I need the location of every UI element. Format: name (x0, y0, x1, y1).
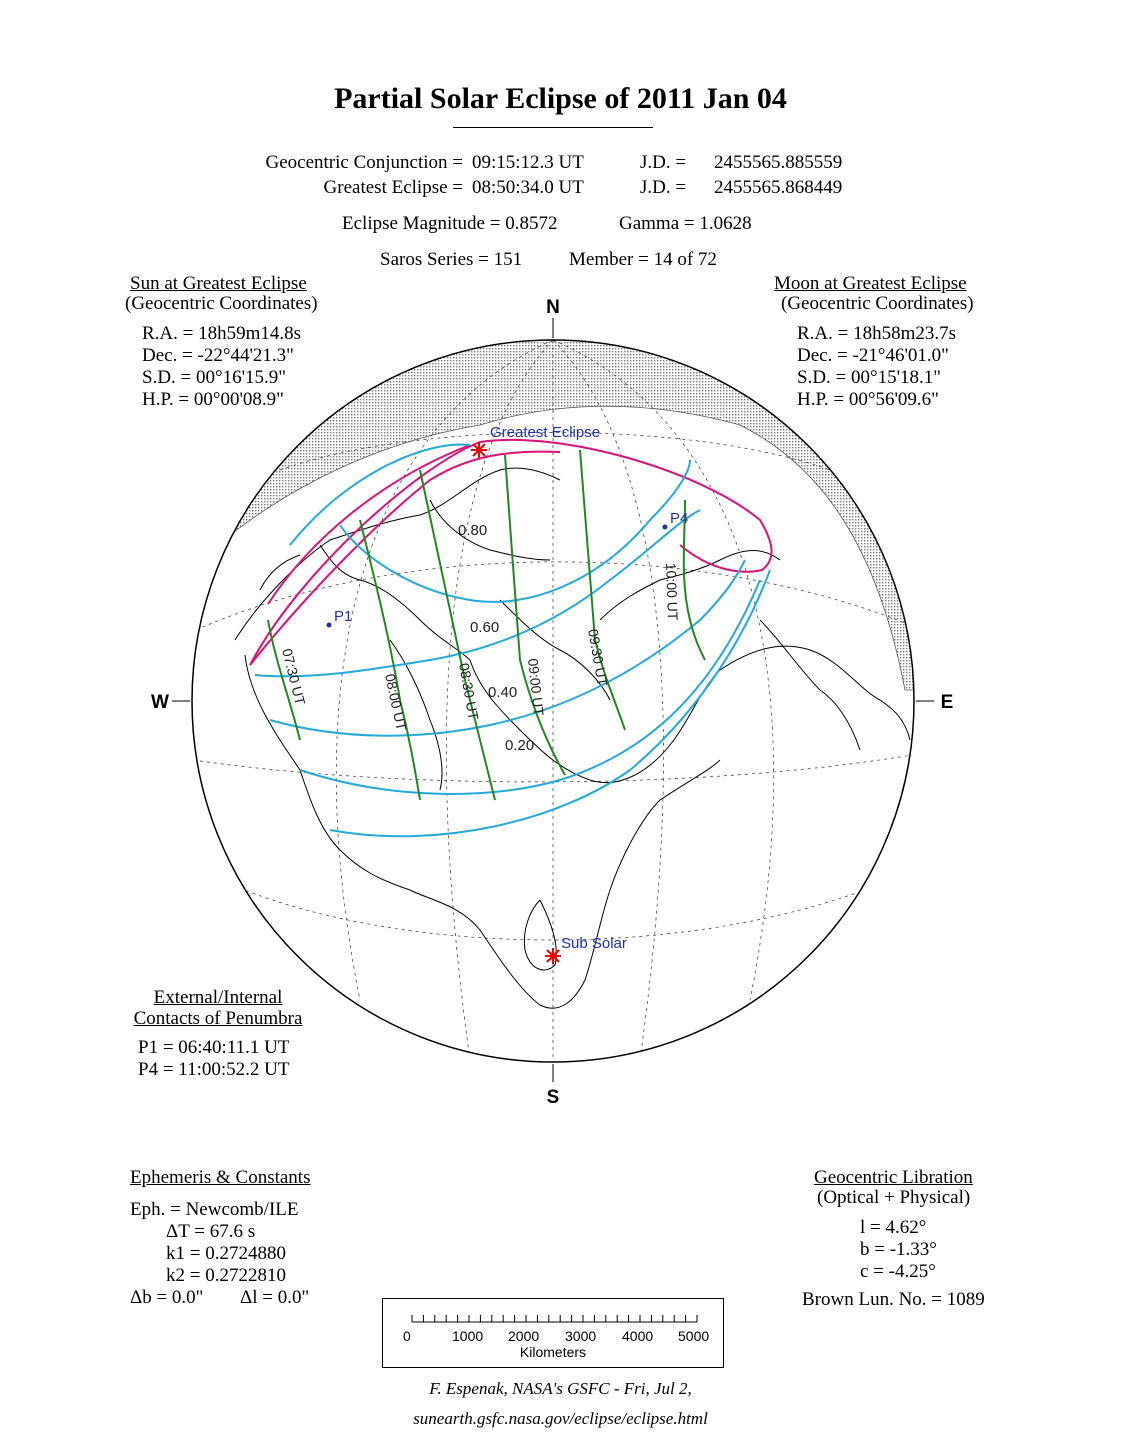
k2: k2 = 0.2722810 (166, 1265, 286, 1286)
libration-subheading: (Optical + Physical) (817, 1187, 971, 1208)
compass-east: E (941, 692, 954, 713)
greatest-eclipse-time: 08:50:34.0 UT (472, 177, 584, 198)
magnitude-label: 0.20 (505, 737, 534, 754)
contact-p1: P1 = 06:40:11.1 UT (138, 1037, 290, 1058)
magnitude-label: 0.40 (488, 684, 517, 701)
page-title: Partial Solar Eclipse of 2011 Jan 04 (334, 82, 787, 115)
scale-tick-label: 5000 (678, 1328, 710, 1344)
saros-member: Member = 14 of 72 (569, 249, 717, 270)
time-curves (267, 449, 706, 801)
magnitude-curves (254, 443, 771, 838)
moon-ra: R.A. = 18h58m23.7s (797, 323, 957, 344)
distance-scale: 0 1000 2000 3000 4000 5000 Kilometers (382, 1298, 724, 1368)
magnitude-label: 0.60 (470, 619, 499, 636)
libration-l: l = 4.62° (860, 1217, 927, 1238)
scale-tick-label: 1000 (452, 1328, 484, 1344)
p1-marker (326, 622, 332, 628)
greatest-eclipse-marker (471, 442, 487, 458)
sun-subheading: (Geocentric Coordinates) (125, 293, 318, 314)
ephemeris-heading: Ephemeris & Constants (130, 1167, 311, 1188)
scale-tick-label: 0 (403, 1328, 411, 1344)
brown-lunation: Brown Lun. No. = 1089 (802, 1289, 985, 1310)
p4-label: P4 (670, 510, 688, 527)
greatest-eclipse-label: Greatest Eclipse = (323, 177, 463, 198)
delta-b: Δb = 0.0" (130, 1287, 204, 1308)
compass-west: W (151, 692, 169, 713)
conjunction-label: Geocentric Conjunction = (265, 152, 464, 173)
time-label: 10:00 UT (663, 563, 681, 622)
sun-sd: S.D. = 00°16'15.9" (142, 367, 287, 388)
compass-north: N (546, 297, 560, 318)
moon-sd: S.D. = 00°15'18.1" (797, 367, 942, 388)
globe-disc (192, 340, 914, 1062)
greatest-eclipse-jd: 2455565.868449 (714, 177, 843, 198)
credit-author: F. Espenak, NASA's GSFC - Fri, Jul 2, (429, 1379, 692, 1398)
delta-t: ΔT = 67.6 s (166, 1221, 256, 1242)
sun-dec: Dec. = -22°44'21.3" (142, 345, 294, 366)
magnitude-label: 0.80 (458, 522, 487, 539)
contacts-heading-1: External/Internal (153, 987, 283, 1008)
moon-hp: H.P. = 00°56'09.6" (797, 389, 939, 410)
conjunction-time: 09:15:12.3 UT (472, 152, 584, 173)
credit-url: sunearth.gsfc.nasa.gov/eclipse/eclipse.h… (413, 1409, 708, 1428)
contact-p4: P4 = 11:00:52.2 UT (138, 1059, 290, 1080)
eclipse-magnitude: Eclipse Magnitude = 0.8572 (342, 213, 558, 234)
scale-ruler (411, 1315, 698, 1323)
moon-dec: Dec. = -21°46'01.0" (797, 345, 949, 366)
time-label: 09:00 UT (525, 658, 547, 717)
compass-south: S (547, 1087, 560, 1108)
moon-subheading: (Geocentric Coordinates) (781, 293, 974, 314)
greatest-eclipse-label: Greatest Eclipse (490, 424, 600, 441)
gamma: Gamma = 1.0628 (619, 213, 752, 234)
delta-l: Δl = 0.0" (240, 1287, 310, 1308)
libration-c: c = -4.25° (860, 1261, 936, 1282)
p1-label: P1 (334, 608, 352, 625)
scale-tick-label: 3000 (565, 1328, 597, 1344)
sun-hp: H.P. = 00°00'08.9" (142, 389, 284, 410)
sun-heading: Sun at Greatest Eclipse (130, 273, 307, 294)
moon-heading: Moon at Greatest Eclipse (774, 273, 967, 294)
scale-unit: Kilometers (519, 1344, 587, 1360)
scale-tick-label: 2000 (508, 1328, 540, 1344)
sub-solar-label: Sub Solar (561, 935, 627, 952)
conjunction-jd: 2455565.885559 (714, 152, 843, 173)
libration-heading: Geocentric Libration (814, 1167, 973, 1188)
ephemeris-name: Eph. = Newcomb/ILE (130, 1199, 299, 1220)
libration-b: b = -1.33° (860, 1239, 937, 1260)
saros-series: Saros Series = 151 (380, 249, 523, 270)
p4-marker (662, 524, 668, 530)
greatest-eclipse-jd-label: J.D. = (640, 177, 687, 198)
sub-solar-marker (545, 948, 561, 964)
globe-outline (191, 339, 915, 1063)
conjunction-jd-label: J.D. = (640, 152, 687, 173)
sun-ra: R.A. = 18h59m14.8s (142, 323, 302, 344)
scale-tick-label: 4000 (622, 1328, 654, 1344)
title-underline (453, 127, 653, 128)
k1: k1 = 0.2724880 (166, 1243, 286, 1264)
contacts-heading-2: Contacts of Penumbra (133, 1008, 303, 1029)
